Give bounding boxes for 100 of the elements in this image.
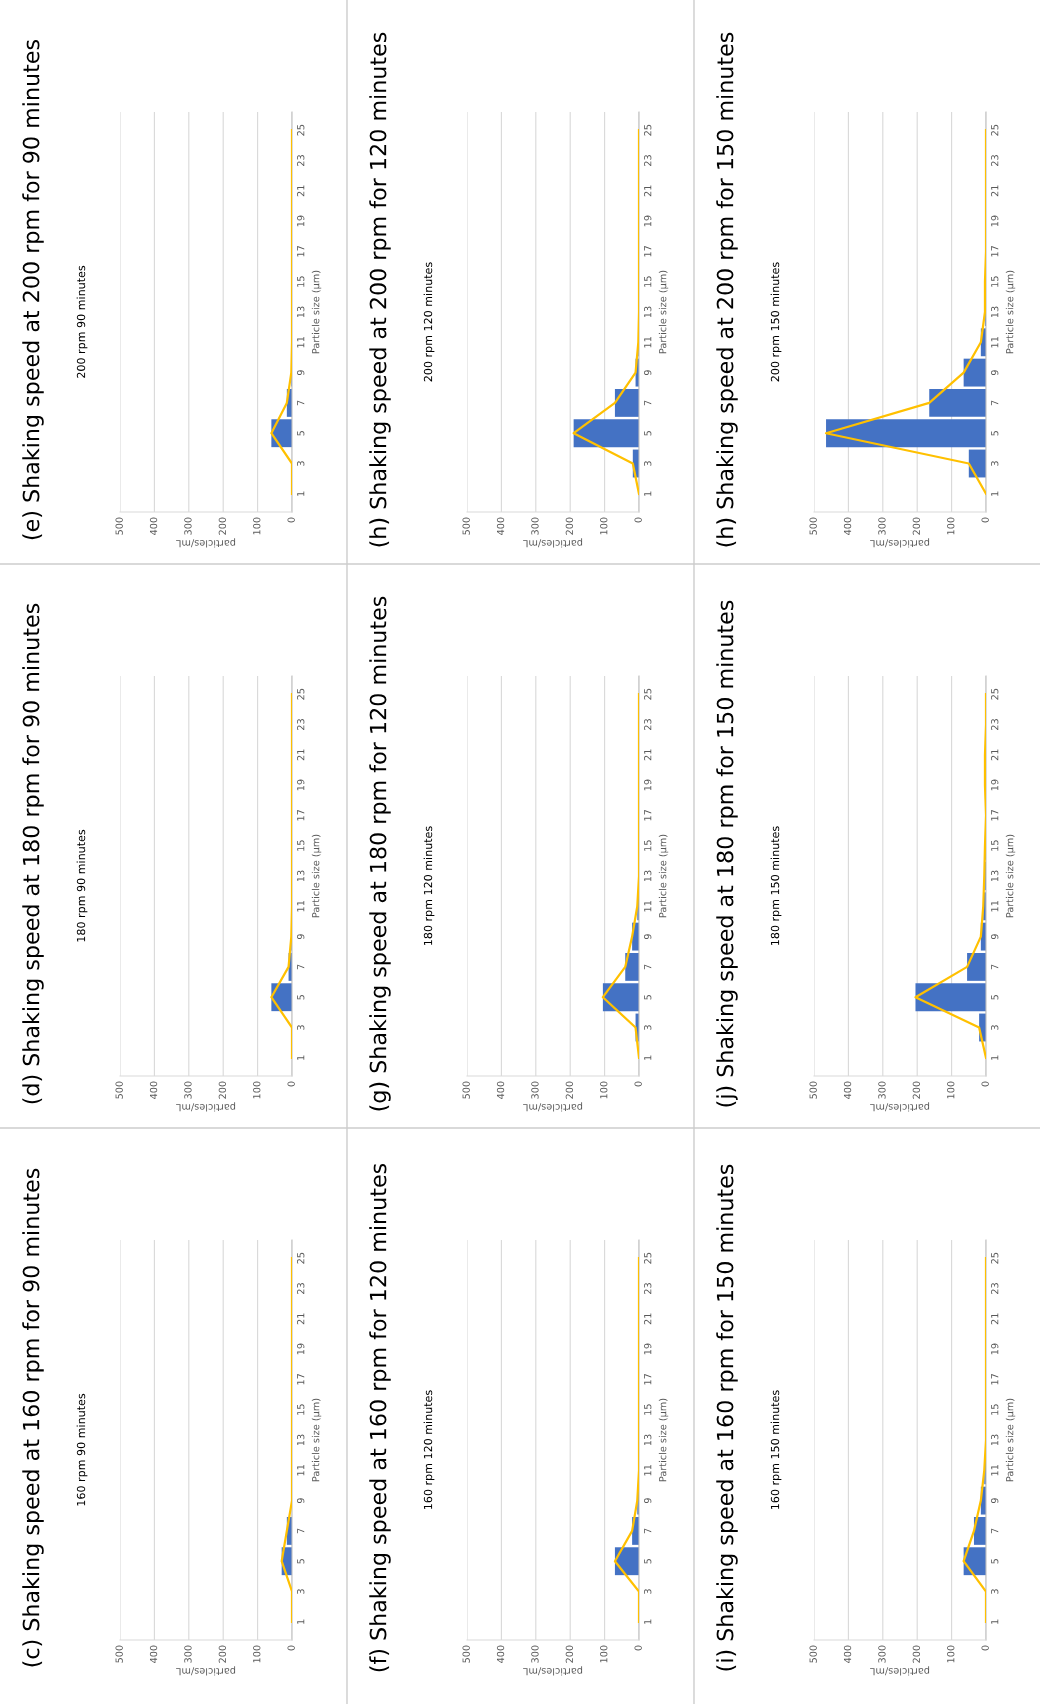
y-tick-label: 1: [297, 1055, 305, 1060]
x-tick-label: 100: [600, 1645, 608, 1663]
y-tick-label: 17: [297, 810, 305, 821]
y-tick-label: 7: [991, 964, 999, 970]
y-axis-title: Particle size (µm): [311, 1398, 322, 1482]
text: (d) Shaking speed at 180 rpm for 90 minutes: [22, 603, 44, 1104]
y-tick-label: 15: [991, 276, 999, 287]
y-tick-label: 23: [297, 155, 305, 166]
y-axis-title: Particle size (µm): [1005, 270, 1016, 354]
y-tick-label: 7: [644, 964, 652, 970]
x-tick-label: 100: [600, 517, 608, 535]
y-tick-label: 13: [991, 1434, 999, 1446]
y-tick-label: 7: [297, 1528, 305, 1534]
y-tick-label: 5: [297, 430, 305, 436]
y-tick-label: 15: [644, 1404, 652, 1415]
text: (e) Shaking speed at 200 rpm for 90 minutes: [22, 40, 44, 540]
x-tick-label: 200: [218, 1645, 227, 1663]
y-tick-label: 21: [991, 185, 999, 197]
x-tick-label: 200: [565, 1081, 574, 1099]
y-tick-label: 5: [991, 994, 999, 1000]
text: 160 rpm 90 minutes: [76, 1393, 88, 1506]
y-tick-label: 21: [644, 185, 652, 197]
y-tick-label: 5: [644, 1558, 652, 1564]
text: 180 rpm 90 minutes: [76, 829, 88, 942]
y-tick-label: 23: [297, 719, 305, 730]
y-tick-label: 23: [991, 1283, 999, 1294]
y-tick-label: 19: [644, 779, 652, 791]
x-axis-title: particles/mL: [523, 538, 583, 548]
y-tick-label: 15: [644, 840, 652, 851]
x-tick-label: 400: [496, 517, 505, 535]
y-tick-label: 11: [644, 901, 652, 912]
y-tick-label: 23: [644, 155, 652, 166]
y-tick-label: 21: [644, 749, 652, 761]
y-tick-label: 17: [991, 1374, 999, 1385]
x-axis-title: particles/mL: [176, 1666, 236, 1676]
y-tick-label: 15: [991, 840, 999, 851]
x-tick-label: 200: [218, 517, 227, 535]
y-tick-label: 15: [297, 276, 305, 287]
bar: [573, 419, 639, 448]
y-tick-label: 5: [644, 430, 652, 436]
y-tick-label: 11: [644, 1465, 652, 1476]
x-axis-title: particles/mL: [523, 1666, 583, 1676]
x-tick-label: 100: [600, 1081, 608, 1099]
y-tick-label: 3: [644, 461, 652, 466]
y-tick-label: 21: [991, 749, 999, 761]
x-tick-label: 100: [947, 517, 955, 535]
y-tick-label: 3: [644, 1589, 652, 1594]
y-axis-title: Particle size (µm): [1005, 834, 1016, 918]
y-tick-label: 9: [644, 370, 652, 376]
y-tick-label: 17: [991, 810, 999, 821]
y-tick-label: 1: [644, 491, 652, 496]
y-tick-label: 13: [297, 1434, 305, 1446]
y-tick-label: 17: [297, 246, 305, 257]
y-tick-label: 17: [644, 810, 652, 821]
y-tick-label: 7: [297, 964, 305, 970]
x-tick-label: 200: [218, 1081, 227, 1099]
y-tick-label: 17: [991, 246, 999, 257]
x-tick-label: 500: [115, 1645, 123, 1663]
bar: [826, 419, 986, 448]
y-axis-title: Particle size (µm): [658, 834, 669, 918]
y-tick-label: 19: [297, 215, 305, 227]
text: (g) Shaking speed at 180 rpm for 120 minutes: [369, 596, 391, 1111]
y-tick-label: 7: [991, 400, 999, 406]
y-axis-title: Particle size (µm): [311, 270, 322, 354]
y-tick-label: 1: [991, 491, 999, 496]
y-tick-label: 5: [297, 1558, 305, 1564]
y-tick-label: 25: [991, 1252, 999, 1264]
y-tick-label: 11: [991, 901, 999, 912]
y-tick-label: 5: [991, 430, 999, 436]
y-tick-label: 13: [991, 870, 999, 882]
x-tick-label: 300: [878, 1645, 886, 1663]
y-tick-label: 21: [297, 1313, 305, 1325]
y-tick-label: 13: [297, 306, 305, 318]
y-tick-label: 21: [991, 1313, 999, 1325]
y-tick-label: 25: [297, 688, 305, 700]
y-axis-title: Particle size (µm): [658, 1398, 669, 1482]
y-tick-label: 1: [991, 1619, 999, 1624]
text: (j) Shaking speed at 180 rpm for 150 minutes: [716, 600, 738, 1107]
y-tick-label: 25: [644, 688, 652, 700]
y-tick-label: 5: [297, 994, 305, 1000]
x-tick-label: 300: [184, 517, 192, 535]
x-tick-label: 200: [565, 517, 574, 535]
y-tick-label: 3: [991, 1589, 999, 1594]
y-tick-label: 15: [297, 840, 305, 851]
x-tick-label: 100: [253, 517, 261, 535]
x-tick-label: 0: [981, 1081, 989, 1087]
x-tick-label: 500: [809, 1081, 817, 1099]
y-tick-label: 7: [644, 400, 652, 406]
y-tick-label: 13: [297, 870, 305, 882]
x-tick-label: 200: [565, 1645, 574, 1663]
text: (c) Shaking speed at 160 rpm for 90 minutes: [22, 1168, 44, 1667]
y-tick-label: 21: [644, 1313, 652, 1325]
y-tick-label: 15: [297, 1404, 305, 1415]
y-tick-label: 3: [297, 1589, 305, 1594]
y-tick-label: 13: [644, 306, 652, 318]
y-tick-label: 17: [297, 1374, 305, 1385]
y-tick-label: 1: [644, 1619, 652, 1624]
x-tick-label: 0: [981, 517, 989, 523]
x-tick-label: 500: [809, 517, 817, 535]
x-axis-title: particles/mL: [870, 538, 930, 548]
